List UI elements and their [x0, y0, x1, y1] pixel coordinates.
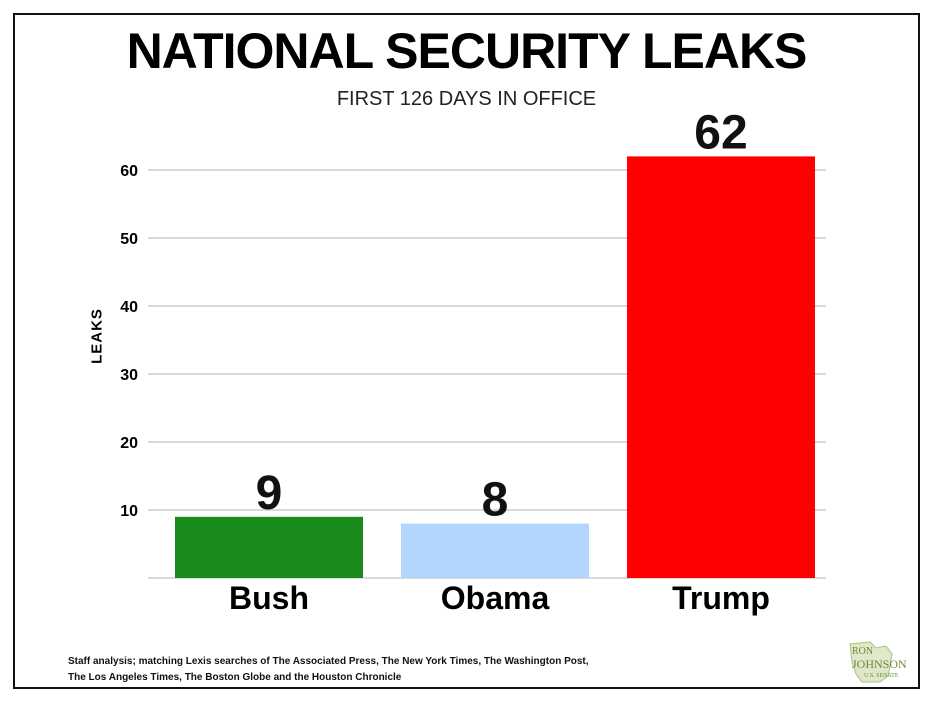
bar-data-label: 62 [694, 106, 747, 159]
bar-data-label: 8 [482, 474, 509, 527]
logo-text-senate: U.S. SENATE [864, 673, 899, 679]
x-category-label: Trump [672, 580, 770, 616]
chart-subtitle: FIRST 126 DAYS IN OFFICE [336, 88, 597, 110]
ron-johnson-logo: RON JOHNSON U.S. SENATE [842, 640, 907, 684]
bar [627, 156, 815, 578]
footnote: Staff analysis; matching Lexis searches … [68, 654, 708, 686]
logo-text-ron: RON [852, 646, 874, 657]
footnote-line-2: The Los Angeles Times, The Boston Globe … [68, 672, 402, 683]
bar [401, 523, 589, 578]
y-tick-label: 20 [120, 435, 138, 452]
y-tick-label: 40 [120, 299, 138, 316]
y-tick-label: 60 [120, 163, 138, 180]
wisconsin-state-icon [849, 641, 893, 683]
x-category-label: Obama [441, 580, 550, 616]
bar [175, 516, 363, 578]
y-tick-label: 30 [120, 367, 138, 384]
y-tick-label: 10 [120, 503, 138, 520]
chart-title: NATIONAL SECURITY LEAKS [126, 23, 808, 79]
x-category-label: Bush [229, 580, 309, 616]
y-tick-label: 50 [120, 231, 138, 248]
bar-data-label: 9 [256, 467, 283, 520]
logo-text-johnson: JOHNSON [852, 657, 907, 671]
footnote-line-1: Staff analysis; matching Lexis searches … [68, 656, 589, 667]
